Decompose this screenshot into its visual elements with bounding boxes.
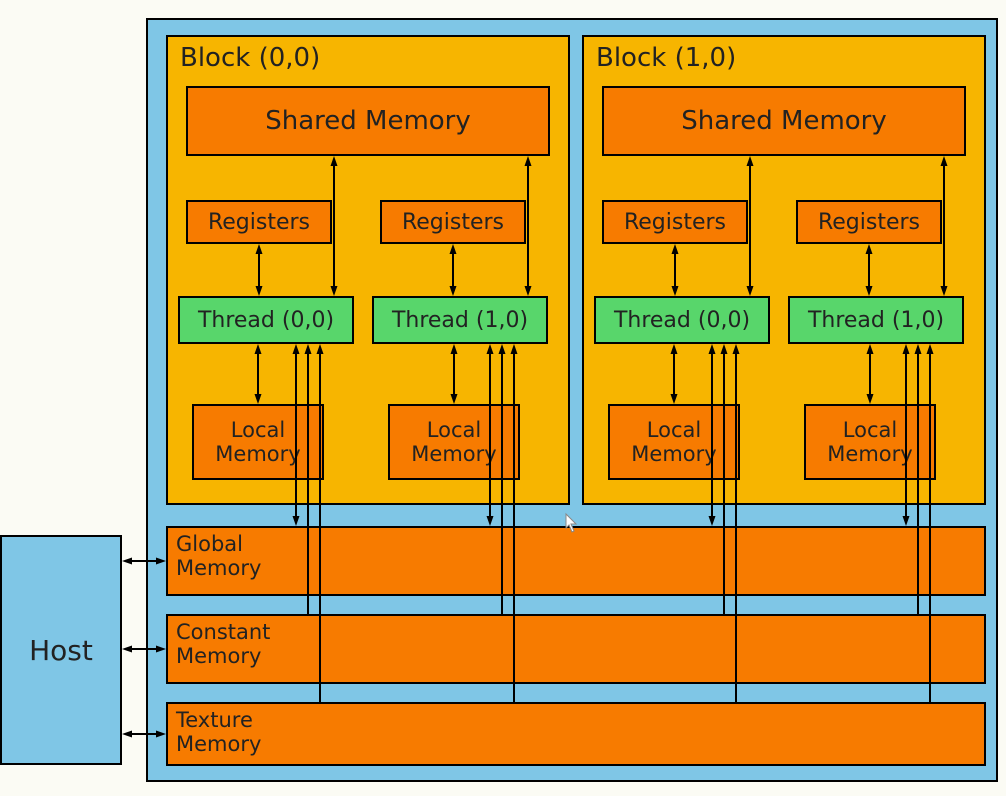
device-memory-label-1: Constant Memory — [176, 620, 270, 668]
device-memory-0 — [166, 526, 986, 596]
thread-label-0-0: Thread (0,0) — [178, 296, 354, 344]
local-memory-label-1-1: Local Memory — [804, 404, 936, 480]
device-memory-label-2: Texture Memory — [176, 708, 261, 756]
registers-label-1-0: Registers — [602, 200, 748, 244]
device-memory-label-0: Global Memory — [176, 532, 261, 580]
block-title-1: Block (1,0) — [596, 43, 736, 73]
diagram-stage: Block (0,0) Shared Memory Registers Thread … — [0, 0, 1006, 796]
local-memory-label-0-0: Local Memory — [192, 404, 324, 480]
registers-label-1-1: Registers — [796, 200, 942, 244]
host-label: Host — [0, 535, 122, 765]
device-memory-2 — [166, 702, 986, 766]
registers-label-0-0: Registers — [186, 200, 332, 244]
thread-label-1-0: Thread (0,0) — [594, 296, 770, 344]
device-memory-1 — [166, 614, 986, 684]
local-memory-label-1-0: Local Memory — [608, 404, 740, 480]
thread-label-1-1: Thread (1,0) — [788, 296, 964, 344]
registers-label-0-1: Registers — [380, 200, 526, 244]
shared-memory-label-1: Shared Memory — [602, 86, 966, 156]
local-memory-label-0-1: Local Memory — [388, 404, 520, 480]
shared-memory-label-0: Shared Memory — [186, 86, 550, 156]
block-title-0: Block (0,0) — [180, 43, 320, 73]
thread-label-0-1: Thread (1,0) — [372, 296, 548, 344]
